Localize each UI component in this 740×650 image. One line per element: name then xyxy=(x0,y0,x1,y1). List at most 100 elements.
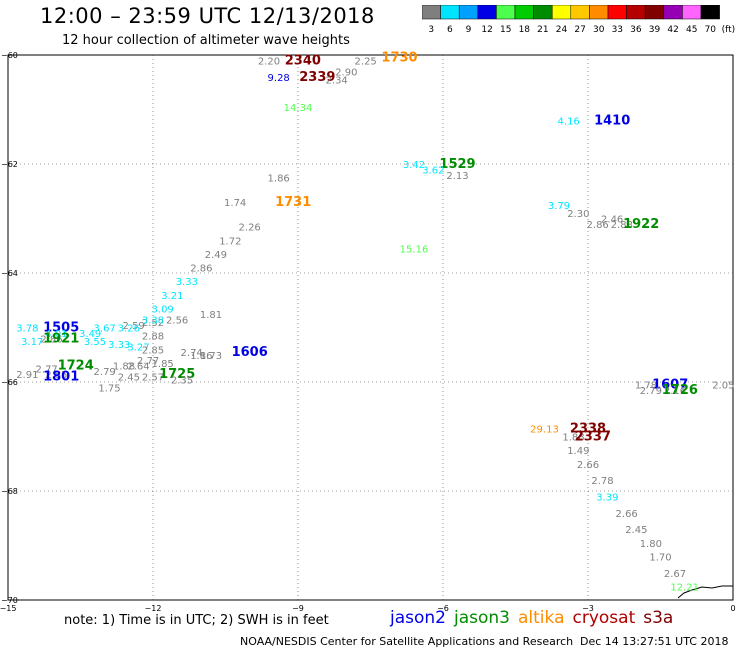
satellite-s3a: s3a xyxy=(643,608,674,628)
color-legend-label: 12 xyxy=(481,25,492,35)
wave-height-label: 2.66 xyxy=(577,460,599,471)
credit-timestamp: Dec 14 13:27:51 UTC 2018 xyxy=(580,635,729,648)
wave-height-label: 2.86 xyxy=(190,264,212,275)
wave-height-label: 3.78 xyxy=(16,324,38,335)
satellite-altika: altika xyxy=(518,608,565,628)
map-subtitle: 12 hour collection of altimeter wave hei… xyxy=(62,33,350,48)
wave-height-label: 1.75 xyxy=(98,383,120,394)
color-legend-unit: (ft) xyxy=(722,25,736,35)
wave-height-label: 1.78 xyxy=(635,381,657,392)
wave-height-label: 2.49 xyxy=(205,250,227,261)
wave-height-label: 2.86 xyxy=(40,334,62,345)
color-legend-label: 18 xyxy=(519,25,531,35)
x-tick-label: −3 xyxy=(582,604,594,613)
pass-time-label: 1922 xyxy=(623,217,659,232)
wave-height-label: 2.13 xyxy=(446,171,468,182)
y-tick-label: −70 xyxy=(1,596,18,605)
wave-height-label: 1.49 xyxy=(567,446,589,457)
wave-height-label: 1.80 xyxy=(640,539,662,550)
pass-time-label: 2340 xyxy=(285,53,321,68)
wave-height-label: 2.86 xyxy=(587,220,609,231)
wave-height-label: 2.77 xyxy=(36,364,58,375)
wave-height-label: 9.28 xyxy=(268,73,290,84)
wave-height-label: 3.17 xyxy=(21,337,43,348)
satellite-jason3: jason3 xyxy=(454,608,510,628)
wave-height-label: 14.34 xyxy=(284,103,313,114)
wave-height-label: 2.16 xyxy=(664,386,686,397)
pass-time-label: 1921 xyxy=(43,331,79,346)
wave-height-label: 2.74 xyxy=(181,348,203,359)
wave-height-label: 3.33 xyxy=(176,277,198,288)
color-legend-label: 39 xyxy=(649,25,661,35)
wave-height-label: 2.34 xyxy=(326,76,348,87)
wave-height-label: 3.27 xyxy=(127,343,149,354)
color-legend-label: 33 xyxy=(612,25,623,35)
wave-height-label: 2.30 xyxy=(567,209,589,220)
pass-time-label: 1731 xyxy=(275,195,311,210)
wave-height-label: 29.13 xyxy=(530,424,559,435)
wave-height-label: 3.38 xyxy=(142,315,164,326)
wave-height-label: 2.25 xyxy=(355,56,377,67)
wave-height-label: 1.86 xyxy=(190,351,212,362)
color-legend-label: 70 xyxy=(705,25,717,35)
wave-height-label: 3.26 xyxy=(118,324,140,335)
pass-time-label: 2339 xyxy=(299,70,335,85)
map-frame xyxy=(7,54,734,601)
wave-height-label: 3.67 xyxy=(94,324,116,335)
wave-height-label: 12.21 xyxy=(670,582,699,593)
map-title: 12:00 – 23:59 UTC 12/13/2018 xyxy=(40,4,375,28)
pass-time-label: 1730 xyxy=(381,51,417,66)
wave-height-label: 2.88 xyxy=(142,332,164,343)
color-legend-label: 6 xyxy=(447,25,453,35)
wave-height-label: 2.91 xyxy=(16,370,38,381)
x-tick-label: −6 xyxy=(437,604,449,613)
wave-height-label: 3.21 xyxy=(161,291,183,302)
satellite-legend: jason2 jason3 altika cryosat s3a xyxy=(390,608,681,628)
wave-height-label: 2.79 xyxy=(94,367,116,378)
wave-height-label: 2.59 xyxy=(123,321,145,332)
pass-time-label: 1529 xyxy=(439,157,475,172)
wave-height-label: 2.45 xyxy=(118,373,140,384)
pass-time-label: 1724 xyxy=(58,359,94,374)
wave-height-label: 1.74 xyxy=(224,198,246,209)
pass-time-label: 1505 xyxy=(43,321,79,336)
wave-height-label: 2.88 xyxy=(611,220,633,231)
wave-height-label: 2.52 xyxy=(142,318,164,329)
pass-time-label: 1606 xyxy=(232,345,268,360)
color-swatch-70 xyxy=(700,5,720,20)
wave-height-label: 2.35 xyxy=(171,375,193,386)
x-tick-label: −15 xyxy=(0,604,16,613)
pass-time-label: 1607 xyxy=(652,378,688,393)
x-tick-label: −12 xyxy=(145,604,162,613)
wave-height-label: 2.56 xyxy=(166,315,188,326)
y-tick-label: −64 xyxy=(1,269,18,278)
color-legend-label: 45 xyxy=(686,25,697,35)
y-tick-label: −62 xyxy=(1,160,18,169)
wave-height-label: 1.88 xyxy=(113,362,135,373)
color-legend-label: 21 xyxy=(537,25,548,35)
wave-height-label: 1.85 xyxy=(152,359,174,370)
wave-height-label: 2.67 xyxy=(664,569,686,580)
satellite-cryosat: cryosat xyxy=(572,608,636,628)
wave-height-label: 2.05 xyxy=(712,381,734,392)
x-tick-label: −9 xyxy=(292,604,304,613)
color-legend-label: 30 xyxy=(593,25,605,35)
color-legend-label: 3 xyxy=(428,25,434,35)
wave-height-label: 2.85 xyxy=(142,345,164,356)
color-legend-label: 9 xyxy=(466,25,472,35)
wave-height-label: 2.85 xyxy=(45,370,67,381)
color-legend-label: 36 xyxy=(630,25,642,35)
wave-height-label: 2.57 xyxy=(142,373,164,384)
wave-height-label: 2.79 xyxy=(640,386,662,397)
pass-time-label: 1801 xyxy=(43,370,79,385)
y-tick-label: −66 xyxy=(1,378,18,387)
wave-height-label: 2.45 xyxy=(625,525,647,536)
wave-height-label: 1.73 xyxy=(200,351,222,362)
pass-time-label: 1410 xyxy=(594,113,630,128)
wave-height-label: 2.64 xyxy=(127,362,149,373)
wave-height-label: 1.70 xyxy=(649,552,671,563)
wave-height-label: 3.33 xyxy=(108,340,130,351)
wave-height-label: 1.72 xyxy=(219,236,241,247)
wave-height-label: 4.01 xyxy=(45,329,67,340)
